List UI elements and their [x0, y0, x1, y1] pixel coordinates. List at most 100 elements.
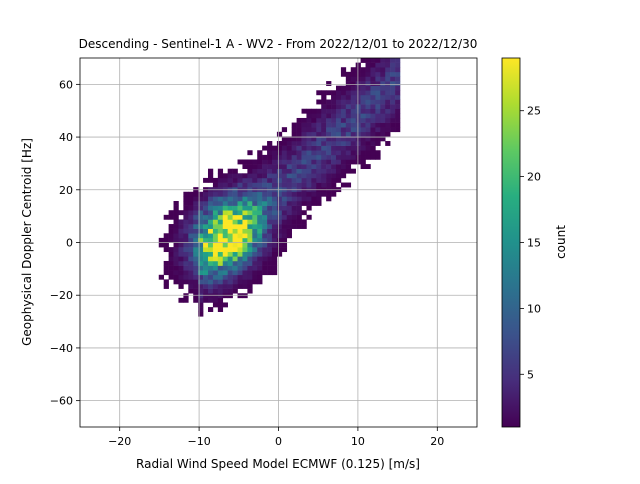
heatmap-cell — [257, 205, 263, 211]
heatmap-cell — [345, 90, 352, 96]
heatmap-cell — [168, 237, 174, 243]
heatmap-cell — [207, 242, 214, 248]
heatmap-cell — [296, 164, 302, 169]
heatmap-cell — [193, 247, 199, 253]
heatmap-cell — [217, 214, 224, 220]
heatmap-cell — [321, 191, 327, 197]
heatmap-cell — [158, 242, 164, 248]
heatmap-cell — [212, 196, 219, 202]
heatmap-cell — [296, 154, 302, 160]
heatmap-cell — [316, 99, 322, 105]
heatmap-cell — [207, 200, 214, 206]
heatmap-cell — [183, 228, 189, 234]
heatmap-cell — [365, 104, 371, 110]
heatmap-cell — [276, 210, 283, 216]
heatmap-cell — [257, 260, 263, 266]
heatmap-cell — [345, 154, 352, 160]
heatmap-cell — [237, 177, 243, 183]
heatmap-cell — [335, 99, 342, 105]
heatmap-cell — [198, 302, 204, 308]
heatmap-cell — [158, 274, 164, 280]
heatmap-cell — [286, 219, 292, 225]
heatmap-cell — [188, 284, 194, 289]
heatmap-cell — [173, 256, 179, 262]
heatmap-cell — [257, 219, 263, 225]
heatmap-cell — [291, 168, 297, 174]
heatmap-cell — [281, 177, 288, 183]
heatmap-cell — [188, 270, 194, 276]
heatmap-cell — [207, 228, 214, 234]
heatmap-cell — [271, 237, 278, 243]
heatmap-cell — [212, 265, 219, 271]
heatmap-cell — [365, 141, 371, 146]
heatmap-cell — [276, 182, 283, 188]
heatmap-cell — [227, 210, 233, 216]
heatmap-cell — [345, 113, 352, 119]
heatmap-cell — [365, 71, 371, 77]
heatmap-cell — [271, 256, 278, 262]
heatmap-cell — [207, 196, 214, 202]
heatmap-cell — [203, 237, 209, 243]
heatmap-cell — [301, 210, 307, 216]
heatmap-cell — [316, 150, 322, 156]
heatmap-cell — [395, 62, 401, 68]
heatmap-cell — [345, 81, 352, 86]
heatmap-cell — [316, 141, 322, 146]
heatmap-cell — [340, 168, 347, 174]
heatmap-cell — [390, 67, 396, 73]
heatmap-cell — [331, 90, 337, 96]
heatmap-cell — [286, 159, 292, 165]
heatmap-cell — [350, 127, 356, 133]
heatmap-cell — [291, 159, 297, 165]
heatmap-cell — [242, 205, 248, 211]
heatmap-cell — [375, 58, 381, 63]
heatmap-cell — [385, 58, 391, 63]
heatmap-cell — [247, 256, 253, 262]
heatmap-cell — [212, 251, 219, 257]
heatmap-cell — [296, 196, 302, 202]
heatmap-cell — [267, 145, 273, 151]
heatmap-cell — [168, 256, 174, 262]
heatmap-cell — [360, 104, 366, 110]
heatmap-cell — [262, 164, 268, 169]
heatmap-cell — [370, 67, 376, 73]
heatmap-cell — [360, 76, 366, 82]
heatmap-cell — [252, 196, 258, 202]
heatmap-cell — [188, 274, 194, 280]
heatmap-cell — [385, 99, 391, 105]
heatmap-cell — [183, 233, 189, 239]
heatmap-cell — [217, 168, 224, 174]
heatmap-cell — [193, 219, 199, 225]
heatmap-cell — [335, 108, 342, 114]
heatmap-cell — [198, 247, 204, 253]
heatmap-cell — [331, 145, 337, 151]
heatmap-cell — [203, 274, 209, 280]
heatmap-cell — [340, 117, 347, 123]
heatmap-cell — [262, 224, 268, 229]
heatmap-cell — [222, 270, 228, 276]
heatmap-cell — [271, 251, 278, 257]
heatmap-cell — [188, 214, 194, 220]
heatmap-cell — [198, 233, 204, 239]
heatmap-cell — [193, 251, 199, 257]
heatmap-cell — [178, 233, 184, 239]
heatmap-cell — [198, 200, 204, 206]
heatmap-cell — [193, 260, 199, 266]
heatmap-cell — [183, 270, 189, 276]
heatmap-cell — [207, 279, 214, 285]
heatmap-cell — [340, 154, 347, 160]
heatmap-cell — [227, 191, 233, 197]
heatmap-cell — [193, 279, 199, 285]
heatmap-cell — [335, 117, 342, 123]
heatmap-cell — [178, 270, 184, 276]
heatmap-cell — [198, 224, 204, 229]
heatmap-cell — [257, 256, 263, 262]
heatmap-cell — [198, 228, 204, 234]
heatmap-cell — [212, 274, 219, 280]
heatmap-cell — [257, 150, 263, 156]
heatmap-cell — [281, 210, 288, 216]
heatmap-cell — [252, 279, 258, 285]
heatmap-cell — [321, 164, 327, 169]
heatmap-cell — [237, 196, 243, 202]
heatmap-cell — [267, 228, 273, 234]
